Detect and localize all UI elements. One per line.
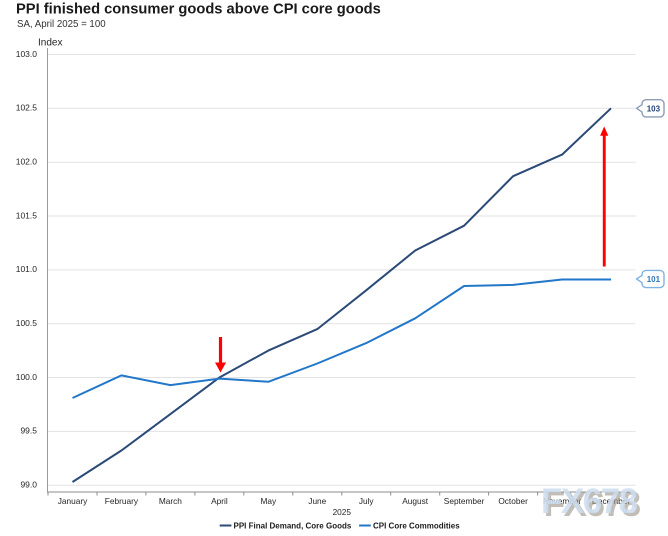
svg-text:December: December (592, 496, 631, 506)
svg-text:Index: Index (38, 38, 62, 49)
svg-text:100.0: 100.0 (16, 372, 38, 382)
svg-text:100.5: 100.5 (16, 318, 38, 328)
svg-text:SA, April 2025 = 100: SA, April 2025 = 100 (17, 19, 106, 30)
svg-text:June: June (308, 496, 326, 506)
svg-text:101: 101 (647, 275, 661, 284)
svg-text:April: April (211, 496, 228, 506)
svg-text:September: September (444, 496, 485, 506)
svg-text:99.5: 99.5 (20, 426, 37, 436)
svg-text:May: May (260, 496, 277, 506)
svg-text:103.0: 103.0 (16, 49, 38, 59)
svg-text:103: 103 (647, 104, 661, 113)
svg-text:99.0: 99.0 (20, 480, 37, 490)
svg-text:February: February (105, 496, 139, 506)
svg-text:August: August (402, 496, 429, 506)
svg-text:January: January (58, 496, 88, 506)
svg-text:101.5: 101.5 (16, 210, 38, 220)
svg-text:101.0: 101.0 (16, 264, 38, 274)
svg-text:March: March (159, 496, 182, 506)
svg-text:PPI Final Demand, Core Goods: PPI Final Demand, Core Goods (234, 522, 352, 531)
svg-text:PPI finished consumer goods ab: PPI finished consumer goods above CPI co… (16, 2, 381, 18)
svg-text:FX678: FX678 (541, 482, 638, 521)
svg-text:CPI Core Commodities: CPI Core Commodities (373, 522, 460, 531)
svg-text:November: November (543, 496, 582, 506)
svg-text:July: July (359, 496, 375, 506)
svg-text:FX678: FX678 (544, 485, 641, 524)
svg-text:2025: 2025 (333, 507, 352, 517)
svg-text:October: October (498, 496, 528, 506)
svg-text:102.0: 102.0 (16, 157, 38, 167)
svg-text:102.5: 102.5 (16, 103, 38, 113)
